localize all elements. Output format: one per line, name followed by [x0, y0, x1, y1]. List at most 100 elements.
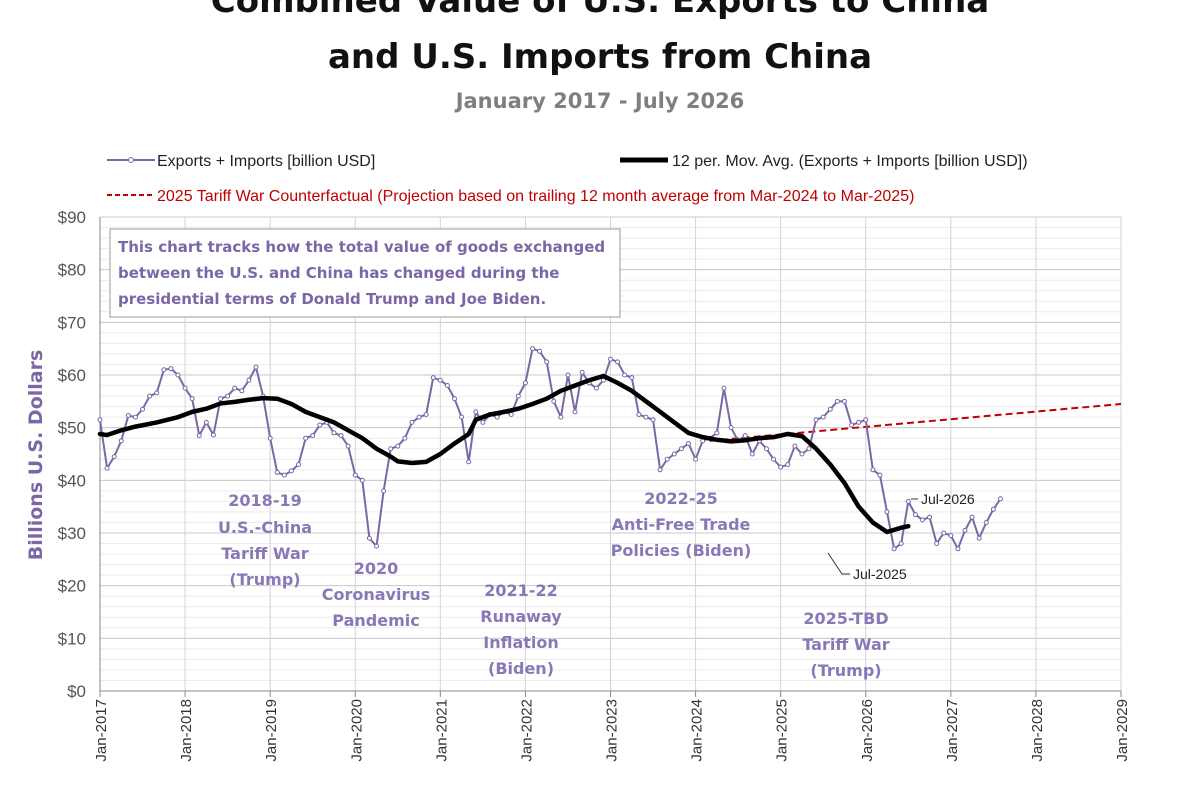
x-tick-label: Jan-2023 — [604, 699, 621, 762]
data-point-exports-imports — [778, 464, 784, 470]
annotation-inflation-2021-line1: 2021-22 — [484, 581, 557, 600]
data-point-exports-imports — [657, 467, 663, 473]
data-point-exports-imports — [834, 398, 840, 404]
data-point-exports-imports — [685, 440, 691, 446]
annotation-policies-2022-line3: Policies (Biden) — [611, 541, 752, 560]
data-point-exports-imports — [515, 393, 521, 399]
data-point-exports-imports — [140, 406, 146, 412]
annotation-tariff-2018-line3: Tariff War — [221, 544, 308, 563]
info-box: This chart tracks how the total value of… — [109, 228, 621, 318]
data-point-exports-imports — [990, 506, 996, 512]
data-point-exports-imports — [884, 509, 890, 515]
annotation-tariff-2025-line2: Tariff War — [802, 635, 889, 654]
y-tick-label: $80 — [58, 261, 86, 280]
legend-item-counterfactual: 2025 Tariff War Counterfactual (Projecti… — [107, 188, 914, 205]
data-point-exports-imports — [494, 414, 500, 420]
data-point-exports-imports — [352, 472, 358, 478]
data-point-exports-imports — [820, 414, 826, 420]
data-point-exports-imports — [898, 541, 904, 547]
data-point-exports-imports — [253, 364, 259, 370]
data-point-exports-imports — [267, 435, 273, 441]
annotation-inflation-2021-line2: Runaway — [480, 607, 562, 626]
x-tick-label: Jan-2017 — [93, 699, 110, 762]
data-point-exports-imports — [239, 388, 245, 394]
annotation-pandemic-2020: 2020 Coronavirus Pandemic — [322, 559, 431, 630]
data-point-exports-imports — [912, 512, 918, 518]
data-point-exports-imports — [530, 346, 536, 352]
data-point-exports-imports — [608, 356, 613, 362]
data-point-exports-imports — [168, 366, 174, 372]
data-point-exports-imports — [905, 498, 911, 504]
data-point-exports-imports — [856, 419, 862, 425]
data-point-exports-imports — [870, 467, 876, 473]
data-point-exports-imports — [927, 514, 933, 520]
legend-item-exports-imports: Exports + Imports [billion USD] — [107, 153, 375, 170]
data-point-exports-imports — [728, 425, 734, 431]
annotation-pandemic-2020-line2: Coronavirus — [322, 585, 431, 604]
data-point-exports-imports — [331, 430, 337, 436]
data-point-exports-imports — [891, 546, 897, 552]
annotation-pandemic-2020-line3: Pandemic — [332, 611, 419, 630]
x-tick-label: Jan-2022 — [518, 699, 535, 762]
y-tick-label: $50 — [58, 419, 86, 438]
y-axis-ticks: $0 $10 $20 $30 $40 $50 $60 $70 $80 $90 — [58, 208, 86, 701]
data-point-exports-imports — [806, 446, 812, 452]
annotation-tariff-2018-line1: 2018-19 — [228, 491, 301, 510]
data-point-exports-imports — [849, 422, 855, 428]
data-point-exports-imports — [650, 417, 656, 423]
annotation-inflation-2021: 2021-22 Runaway Inflation (Biden) — [480, 581, 562, 678]
chart-subtitle: January 2017 - July 2026 — [454, 89, 745, 113]
data-point-exports-imports — [792, 443, 798, 449]
data-point-exports-imports — [678, 446, 684, 452]
data-point-exports-imports — [444, 383, 450, 389]
data-point-exports-imports — [175, 372, 181, 378]
data-point-exports-imports — [359, 477, 365, 483]
data-point-exports-imports — [374, 543, 380, 549]
legend-label-moving-average: 12 per. Mov. Avg. (Exports + Imports [bi… — [672, 153, 1028, 170]
annotation-pandemic-2020-line1: 2020 — [354, 559, 399, 578]
y-tick-label: $20 — [58, 577, 86, 596]
callout-jul-2026: Jul-2026 — [911, 491, 975, 507]
data-point-exports-imports — [437, 377, 443, 383]
data-point-exports-imports — [941, 530, 947, 536]
data-point-exports-imports — [693, 456, 699, 462]
legend-item-moving-average: 12 per. Mov. Avg. (Exports + Imports [bi… — [620, 153, 1028, 170]
x-tick-label: Jan-2026 — [859, 699, 876, 762]
data-point-exports-imports — [763, 446, 769, 452]
data-point-exports-imports — [714, 430, 720, 436]
data-point-exports-imports — [934, 541, 940, 547]
data-point-exports-imports — [409, 419, 415, 425]
data-point-exports-imports — [841, 398, 847, 404]
annotation-policies-2022-line2: Anti-Free Trade — [612, 515, 751, 534]
data-point-exports-imports — [579, 369, 585, 375]
data-point-exports-imports — [622, 372, 628, 378]
data-point-exports-imports — [402, 435, 408, 441]
legend-label-counterfactual: 2025 Tariff War Counterfactual (Projecti… — [157, 188, 914, 205]
data-point-exports-imports — [508, 412, 514, 417]
x-tick-label: Jan-2029 — [1114, 699, 1131, 762]
data-point-exports-imports — [125, 413, 131, 419]
data-point-exports-imports — [969, 514, 975, 520]
data-point-exports-imports — [785, 462, 791, 468]
data-point-exports-imports — [636, 412, 642, 417]
data-point-exports-imports — [771, 456, 777, 462]
data-point-exports-imports — [218, 396, 224, 402]
y-tick-label: $0 — [67, 682, 86, 701]
annotation-inflation-2021-line4: (Biden) — [488, 659, 554, 678]
info-box-line1: This chart tracks how the total value of… — [118, 238, 605, 256]
series-layer — [97, 346, 1122, 552]
data-point-exports-imports — [671, 451, 677, 457]
data-point-exports-imports — [104, 465, 110, 471]
data-point-exports-imports — [416, 414, 422, 420]
info-box-line3: presidential terms of Donald Trump and J… — [118, 290, 546, 308]
data-point-exports-imports — [615, 359, 621, 365]
annotation-tariff-2018: 2018-19 U.S.-China Tariff War (Trump) — [218, 491, 312, 589]
data-point-exports-imports — [366, 535, 372, 541]
info-box-frame — [109, 228, 621, 318]
data-point-exports-imports — [473, 409, 479, 415]
data-point-exports-imports — [572, 409, 578, 415]
callout-jul-2025: Jul-2025 — [827, 552, 907, 582]
y-axis-label: Billions U.S. Dollars — [25, 350, 47, 561]
data-point-exports-imports — [459, 414, 465, 420]
